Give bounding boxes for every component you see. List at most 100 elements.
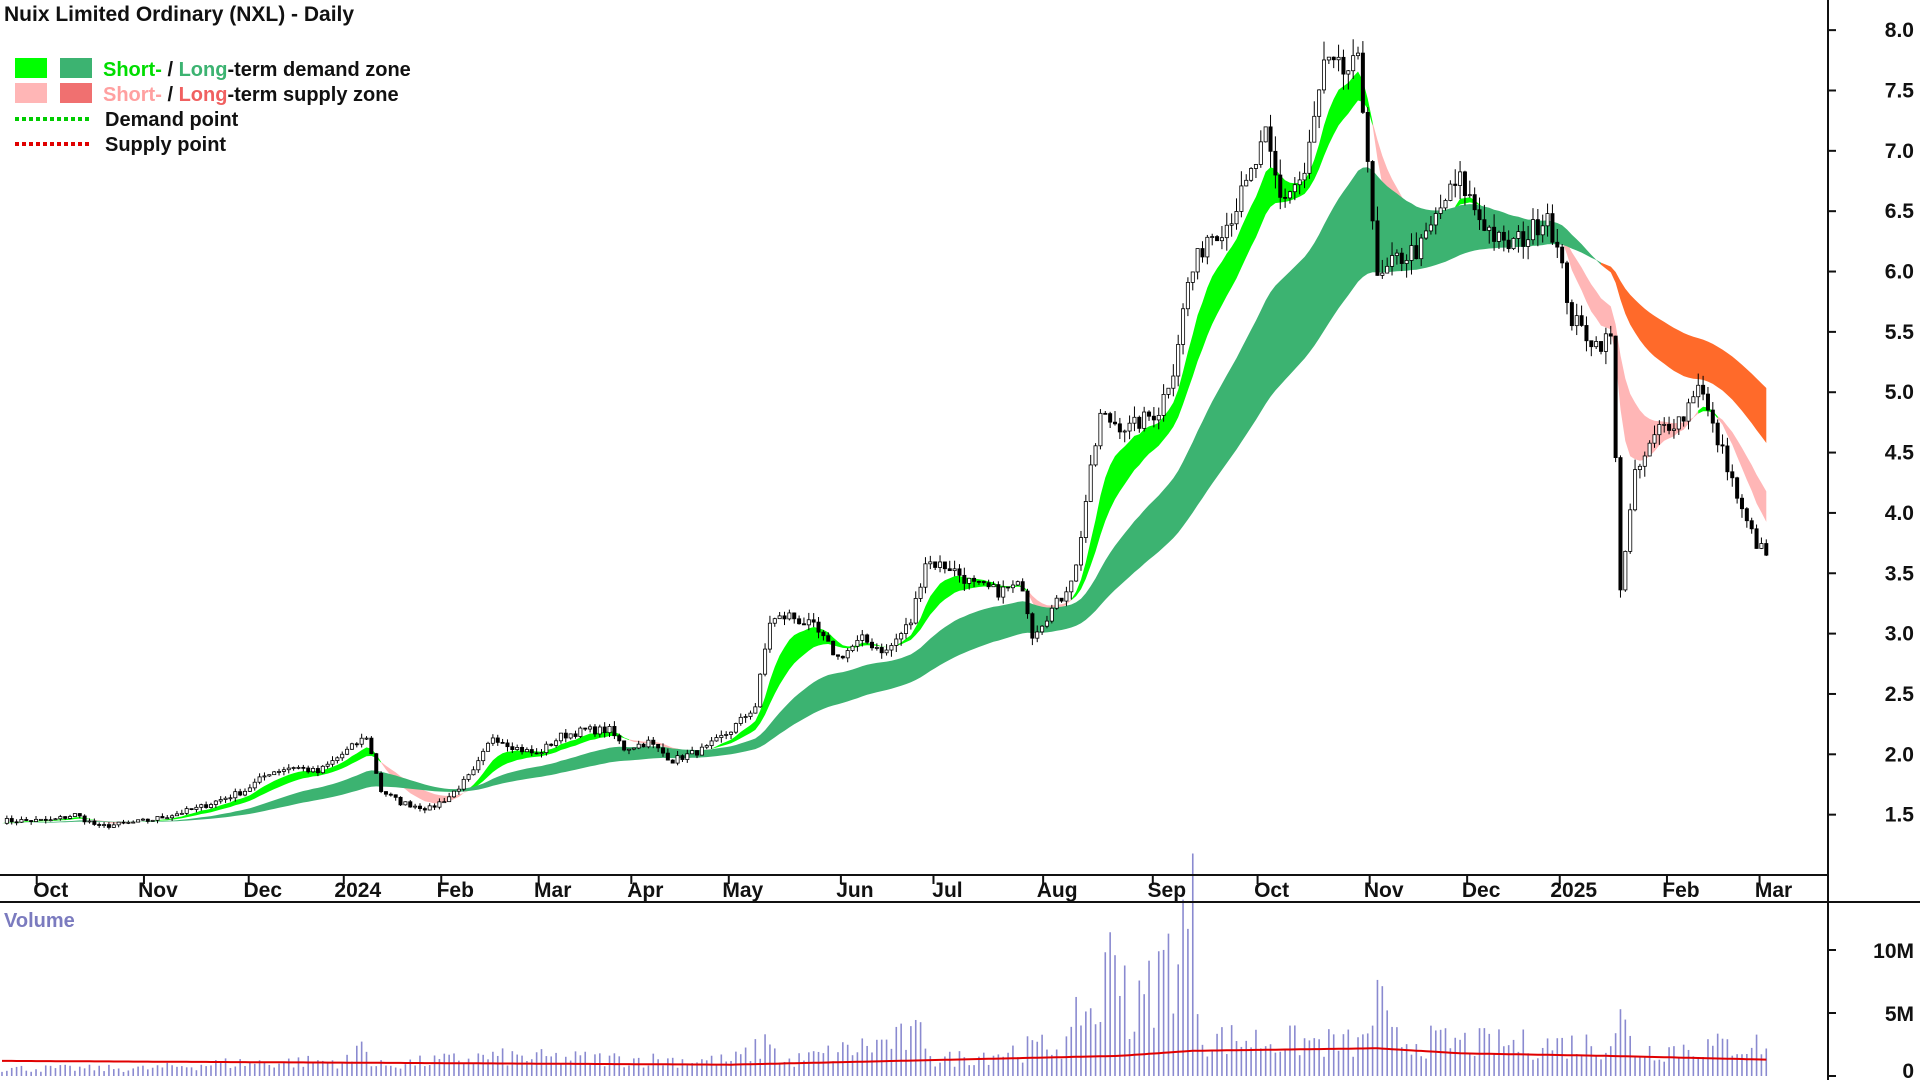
candle-body: [369, 737, 374, 755]
candle-body: [1166, 387, 1171, 395]
candle-body: [330, 760, 335, 765]
candle-body: [383, 791, 388, 795]
candle-body: [213, 800, 218, 805]
candle-body: [923, 563, 928, 588]
candle-body: [417, 805, 422, 809]
candle-body: [1647, 442, 1652, 457]
candle-body: [1103, 412, 1108, 415]
legend: Short- / Long-term demand zone Short- / …: [15, 58, 411, 156]
candle-body: [1317, 89, 1322, 117]
candle-body: [1190, 271, 1195, 283]
candle-body: [1341, 56, 1346, 75]
y-tick-label: 6.5: [1885, 200, 1915, 223]
candle-body: [1754, 528, 1759, 549]
candle-body: [670, 759, 675, 764]
candle-body: [879, 647, 884, 654]
y-tick-label: 7.5: [1885, 79, 1915, 102]
candle-body: [364, 737, 369, 740]
y-tick-label: 3.0: [1885, 623, 1914, 646]
candle-body: [962, 574, 967, 584]
x-tick-label: 2025: [1550, 879, 1597, 902]
candle-body: [476, 760, 481, 771]
candle-body: [301, 766, 306, 769]
candle-body: [1078, 537, 1083, 566]
candle-body: [631, 747, 636, 750]
candle-body: [403, 801, 408, 806]
candle-body: [1040, 625, 1045, 633]
candle-body: [1297, 179, 1302, 186]
y-tick-label: 2.5: [1885, 683, 1915, 706]
candle-body: [933, 561, 938, 568]
candle-body: [1584, 325, 1589, 342]
y-tick-label: 3.5: [1885, 562, 1915, 585]
candle-body: [1759, 543, 1764, 549]
candle-body: [1414, 245, 1419, 260]
y-tick-label: 1.5: [1885, 804, 1915, 827]
x-tick-label: Oct: [33, 879, 68, 902]
candle-body: [63, 816, 68, 819]
volume-title: Volume: [4, 910, 75, 932]
candle-body: [981, 581, 986, 584]
candle-body: [29, 820, 34, 822]
candle-body: [1375, 220, 1380, 276]
candle-body: [1608, 333, 1613, 337]
candle-body: [77, 813, 82, 817]
candle-body: [539, 752, 544, 755]
candle-body: [1453, 183, 1458, 186]
candle-body: [1006, 586, 1011, 589]
x-tick-label: May: [722, 879, 763, 902]
candle-body: [466, 774, 471, 780]
candle-body: [1560, 246, 1565, 264]
candle-body: [131, 821, 136, 824]
x-tick-label: Nov: [138, 879, 178, 902]
candle-body: [1725, 445, 1730, 473]
candle-body: [1409, 245, 1414, 261]
candle-body: [578, 727, 583, 737]
x-tick-label: Dec: [1462, 879, 1501, 902]
candle-body: [267, 774, 272, 777]
y-tick-label: 6.0: [1885, 261, 1914, 284]
x-tick-label: Feb: [1662, 879, 1699, 902]
candle-body: [869, 641, 874, 649]
candle-body: [1244, 179, 1249, 187]
candle-body: [243, 790, 248, 796]
candle-body: [874, 647, 879, 649]
candle-body: [904, 624, 909, 634]
candle-body: [486, 742, 491, 752]
legend-supply-point: Supply point: [105, 134, 226, 156]
candle-body: [952, 568, 957, 572]
candle-body: [1681, 416, 1686, 422]
candle-body: [811, 619, 816, 623]
candle-body: [855, 639, 860, 647]
candle-body: [272, 771, 277, 776]
candle-body: [1326, 56, 1331, 61]
legend-supply-long: Long: [179, 84, 228, 106]
candle-body: [408, 801, 413, 808]
candle-body: [247, 787, 252, 792]
candle-body: [1283, 196, 1288, 199]
candle-body: [733, 723, 738, 733]
candle-body: [972, 577, 977, 582]
candle-body: [1691, 396, 1696, 404]
candle-body: [1351, 55, 1356, 72]
candle-body: [1671, 428, 1676, 431]
legend-demand-short: Short-: [103, 59, 162, 81]
candle-body: [1122, 430, 1127, 433]
candle-body: [660, 747, 665, 754]
candle-body: [1501, 231, 1506, 241]
candle-body: [495, 737, 500, 743]
candle-body: [1467, 194, 1472, 197]
candle-body: [1356, 52, 1361, 57]
candle-body: [1117, 423, 1122, 433]
candle-body: [1035, 631, 1040, 639]
candle-body: [320, 765, 325, 774]
legend-demand-rest: -term demand zone: [227, 59, 410, 81]
candle-body: [359, 737, 364, 745]
y-tick-label: 2.0: [1885, 743, 1914, 766]
candle-body: [1637, 465, 1642, 471]
candle-body: [1268, 126, 1273, 152]
candle-body: [1628, 509, 1633, 552]
candle-body: [1642, 455, 1647, 467]
candle-body: [140, 818, 145, 821]
